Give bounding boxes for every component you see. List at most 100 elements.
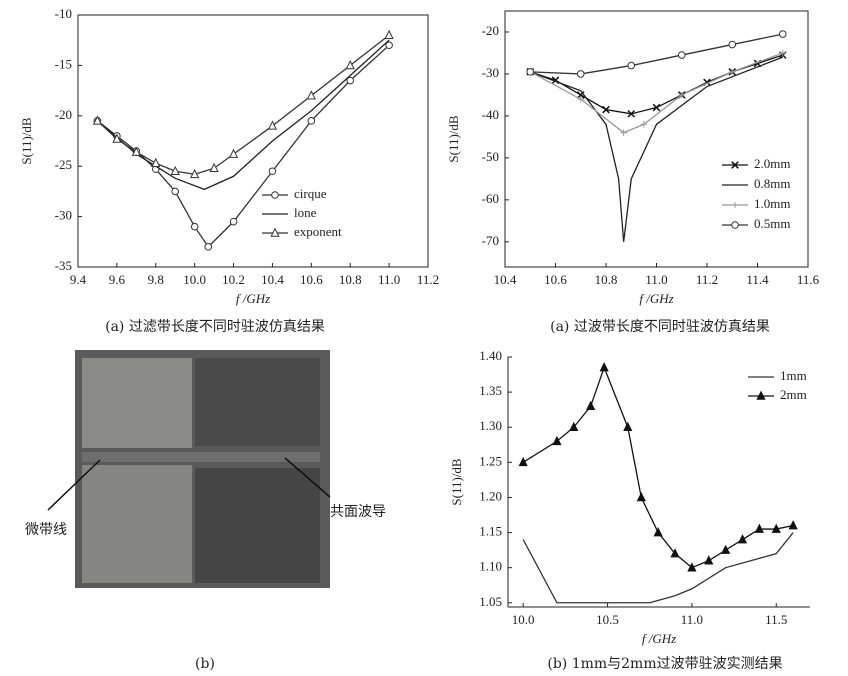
x-tick-label: 9.8 xyxy=(148,272,164,287)
figure: 微带线 共面波导 (b) 9.4 9.6 9.8 10.0 10.2 10.4 10.6 10… xyxy=(0,0,848,676)
x-tick-label: 11.4 xyxy=(746,272,769,287)
y-tick-label: 1.40 xyxy=(479,348,502,363)
x-tick-label: 11.2 xyxy=(696,272,718,287)
y-tick-label: -20 xyxy=(55,107,72,122)
y-tick-label: -30 xyxy=(482,65,499,80)
marker xyxy=(789,521,797,529)
marker xyxy=(577,71,584,78)
marker xyxy=(722,546,730,554)
y-tick-label: -15 xyxy=(55,56,72,71)
y-tick-label: -20 xyxy=(482,23,499,38)
x-tick-label: 10.5 xyxy=(596,612,619,627)
y-tick-label: 1.30 xyxy=(479,418,502,433)
y-tick-label: 1.35 xyxy=(479,383,502,398)
marker xyxy=(705,556,713,564)
y-axis-label: S(11)/dB xyxy=(19,117,34,165)
marker xyxy=(637,493,645,501)
y-axis-label: S(11)/dB xyxy=(446,115,461,163)
photo-label: 微带线 xyxy=(25,522,67,538)
photo-pad xyxy=(195,468,320,583)
marker xyxy=(527,69,534,76)
legend-marker xyxy=(732,222,739,229)
y-axis-label: S(11)/dB xyxy=(449,458,464,506)
y-tick-label: 1.10 xyxy=(479,559,502,574)
marker xyxy=(346,61,354,69)
marker xyxy=(678,52,685,59)
y-tick-label: -50 xyxy=(482,149,499,164)
x-tick-label: 11.6 xyxy=(797,272,820,287)
series-line xyxy=(523,533,793,603)
series-line xyxy=(523,368,793,568)
x-tick-label: 10.4 xyxy=(494,272,517,287)
legend-label: 1mm xyxy=(780,368,807,383)
legend-label: 2.0mm xyxy=(754,156,790,171)
x-tick-label: 11.2 xyxy=(417,272,439,287)
legend-label: 2mm xyxy=(780,387,807,402)
marker xyxy=(308,118,315,125)
x-tick-label: 10.2 xyxy=(222,272,245,287)
marker xyxy=(172,188,179,195)
photo-pad xyxy=(82,358,192,448)
legend-marker xyxy=(272,192,279,199)
x-tick-label: 10.6 xyxy=(300,272,323,287)
series-line xyxy=(97,45,389,247)
y-tick-label: -60 xyxy=(482,191,499,206)
photo-caption: (b) xyxy=(195,656,215,672)
caption: (b) 1mm与2mm过波带驻波实测结果 xyxy=(547,656,782,672)
x-tick-label: 10.0 xyxy=(512,612,535,627)
legend-label: exponent xyxy=(294,224,342,239)
y-tick-label: 1.20 xyxy=(479,488,502,503)
y-tick-label: -40 xyxy=(482,107,499,122)
x-tick-label: 11.5 xyxy=(765,612,787,627)
y-tick-label: 1.25 xyxy=(479,453,502,468)
marker xyxy=(587,402,595,410)
x-tick-label: 10.8 xyxy=(595,272,618,287)
legend-label: lone xyxy=(294,205,317,220)
y-tick-label: -70 xyxy=(482,233,499,248)
y-tick-label: -25 xyxy=(55,157,72,172)
marker xyxy=(600,363,608,371)
marker xyxy=(205,244,212,251)
marker xyxy=(553,437,561,445)
marker xyxy=(269,122,277,130)
marker xyxy=(269,168,276,175)
marker xyxy=(654,528,662,536)
series-line xyxy=(530,53,783,133)
x-tick-label: 10.0 xyxy=(183,272,206,287)
legend-label: 1.0mm xyxy=(754,196,790,211)
x-tick-label: 9.4 xyxy=(70,272,87,287)
photo-label: 共面波导 xyxy=(330,504,386,520)
legend-marker xyxy=(732,202,739,209)
caption: (a) 过滤带长度不同时驻波仿真结果 xyxy=(105,319,325,335)
marker xyxy=(152,159,160,167)
x-tick-label: 9.6 xyxy=(109,272,126,287)
marker xyxy=(308,91,316,99)
marker xyxy=(191,223,198,230)
series-line xyxy=(530,55,783,114)
marker xyxy=(624,423,632,431)
y-tick-label: -30 xyxy=(55,208,72,223)
x-tick-label: 10.6 xyxy=(544,272,567,287)
photo-line xyxy=(82,452,320,462)
marker xyxy=(739,535,747,543)
caption: (a) 过波带长度不同时驻波仿真结果 xyxy=(550,319,770,335)
y-tick-label: 1.15 xyxy=(479,524,502,539)
x-tick-label: 10.8 xyxy=(339,272,362,287)
legend-label: 0.5mm xyxy=(754,216,790,231)
photo-pad xyxy=(82,465,192,583)
marker xyxy=(519,458,527,466)
photo-pad xyxy=(195,358,320,446)
x-axis-label: f /GHz xyxy=(639,291,673,306)
legend-label: 0.8mm xyxy=(754,176,790,191)
x-axis-label: f /GHz xyxy=(642,631,676,646)
marker xyxy=(230,218,237,225)
x-tick-label: 11.0 xyxy=(645,272,667,287)
marker xyxy=(385,31,393,39)
x-tick-label: 10.4 xyxy=(261,272,284,287)
x-tick-label: 11.0 xyxy=(378,272,400,287)
marker xyxy=(210,164,218,172)
marker xyxy=(628,62,635,69)
series-line xyxy=(530,57,783,242)
x-tick-label: 11.0 xyxy=(681,612,703,627)
marker xyxy=(230,150,238,158)
